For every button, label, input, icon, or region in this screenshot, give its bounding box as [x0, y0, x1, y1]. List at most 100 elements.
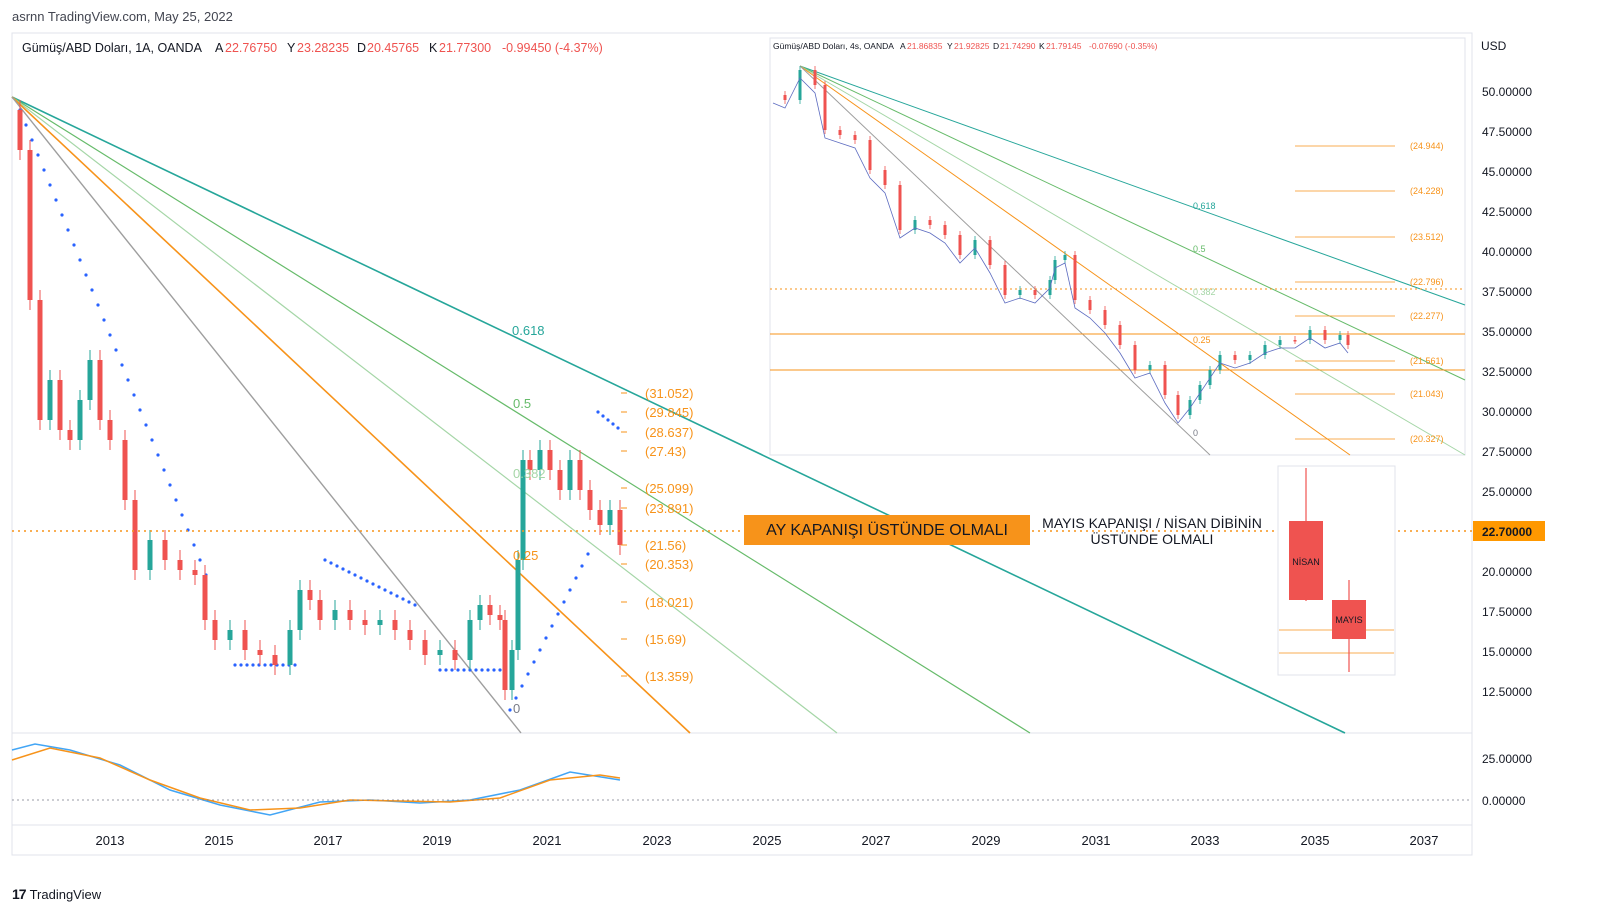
psar-dot	[365, 579, 369, 583]
fib-level-label: (25.099)	[645, 481, 693, 496]
oscillator-pane	[11, 732, 1473, 826]
time-tick: 2031	[1082, 833, 1111, 848]
candle-body	[587, 490, 593, 510]
price-tick: 35.00000	[1482, 325, 1532, 339]
inset-candle-body	[868, 140, 872, 170]
inset-4h-chart: Gümüş/ABD Doları, 4s, OANDA A 21.86835 Y…	[769, 37, 1466, 456]
candle-body	[147, 540, 153, 570]
fan-label-0382: 0.382	[513, 466, 546, 481]
candle-body	[97, 360, 103, 420]
psar-dot	[245, 663, 249, 667]
inset-candle-body	[1248, 355, 1252, 360]
inset-candle-body	[1088, 300, 1092, 310]
candle-body	[347, 610, 353, 620]
tradingview-footer[interactable]: 17 TradingView	[12, 886, 101, 902]
mayis-note-line1: MAYIS KAPANIŞI / NİSAN DİBİNİN	[1042, 514, 1262, 531]
price-tick: 32.50000	[1482, 365, 1532, 379]
psar-dot	[606, 418, 610, 422]
inset-fan-line	[799, 65, 1466, 381]
psar-dot	[492, 668, 496, 672]
psar-dot	[407, 600, 411, 604]
time-tick: 2021	[533, 833, 562, 848]
psar-dot	[377, 585, 381, 589]
psar-dot	[251, 663, 255, 667]
psar-dot	[24, 123, 28, 127]
fib-level-label: (20.353)	[645, 557, 693, 572]
psar-dot	[66, 228, 70, 232]
current-price-badge-label: 22.70000	[1482, 525, 1532, 539]
candle-body	[557, 470, 563, 490]
candle-body	[132, 500, 138, 570]
inset-fib-level-label: (21.561)	[1410, 356, 1444, 366]
inset-candle-body	[813, 70, 817, 85]
psar-dot	[580, 564, 584, 568]
inset-legend-high-value: 21.92825	[954, 41, 990, 51]
psar-dot	[586, 552, 590, 556]
psar-dot	[156, 453, 160, 457]
inset-fan-label-0382: 0.382	[1193, 287, 1216, 297]
psar-dot	[508, 708, 512, 712]
psar-dot	[450, 668, 454, 672]
candle-body	[509, 650, 515, 690]
fan-line	[11, 96, 1031, 734]
tradingview-logo-icon: 17	[12, 886, 27, 902]
candle-body	[437, 650, 443, 655]
candle-body	[192, 570, 198, 575]
psar-dot	[84, 273, 88, 277]
inset-legend-open-value: 21.86835	[907, 41, 943, 51]
inset-legend-low-label: D	[993, 41, 999, 51]
legend-open-value: 22.76750	[225, 41, 277, 55]
price-tick: 25.00000	[1482, 485, 1532, 499]
time-tick: 2017	[314, 833, 343, 848]
psar-dot	[150, 438, 154, 442]
candle-body	[377, 620, 383, 625]
candle-body	[392, 620, 398, 630]
candle-body	[452, 650, 458, 660]
time-tick: 2023	[643, 833, 672, 848]
inset-candle-body	[783, 95, 787, 100]
fan-line	[11, 96, 838, 734]
psar-dot	[532, 660, 536, 664]
candle-body	[407, 630, 413, 640]
candle-body	[17, 110, 23, 150]
candle-body	[567, 460, 573, 490]
price-tick: 15.00000	[1482, 645, 1532, 659]
psar-dot	[462, 668, 466, 672]
legend-low-label: D	[357, 41, 366, 55]
psar-dot	[114, 348, 118, 352]
inset-legend-low-value: 21.74290	[1000, 41, 1036, 51]
inset-candle-body	[1233, 355, 1237, 360]
price-tick: 27.50000	[1482, 445, 1532, 459]
inset-candle-body	[1218, 355, 1222, 370]
tradingview-brand: TradingView	[29, 886, 102, 902]
inset-candle-body	[1346, 335, 1350, 345]
psar-dot	[60, 213, 64, 217]
time-tick: 2019	[423, 833, 452, 848]
inset-candle-body	[1308, 330, 1312, 340]
psar-dot	[293, 663, 297, 667]
inset-fan-label-0618: 0.618	[1193, 201, 1216, 211]
candle-body	[467, 620, 473, 660]
psar-dot	[550, 624, 554, 628]
candle-body	[162, 540, 168, 560]
candle-body	[287, 630, 293, 665]
candle-body	[487, 605, 493, 615]
inset-legend-open-label: A	[900, 41, 906, 51]
psar-dot	[601, 414, 605, 418]
inset-candle-body	[1148, 365, 1152, 370]
candle-body	[57, 380, 63, 430]
fib-level-label: (21.56)	[645, 538, 686, 553]
candle-body	[27, 150, 33, 300]
inset-candle-body	[853, 135, 857, 140]
main-legend[interactable]: Gümüş/ABD Doları, 1A, OANDA A 22.76750 Y…	[22, 41, 603, 55]
inset-candle-body	[1263, 345, 1267, 355]
mayis-note-line2: ÜSTÜNDE OLMALI	[1091, 530, 1214, 547]
psar-dot	[353, 573, 357, 577]
candle-body	[515, 560, 521, 650]
monthly-candles	[17, 100, 623, 700]
inset-candle-body	[898, 185, 902, 230]
fan-label-0: 0	[513, 701, 520, 716]
psar-dot	[168, 483, 172, 487]
psar-dot	[120, 363, 124, 367]
